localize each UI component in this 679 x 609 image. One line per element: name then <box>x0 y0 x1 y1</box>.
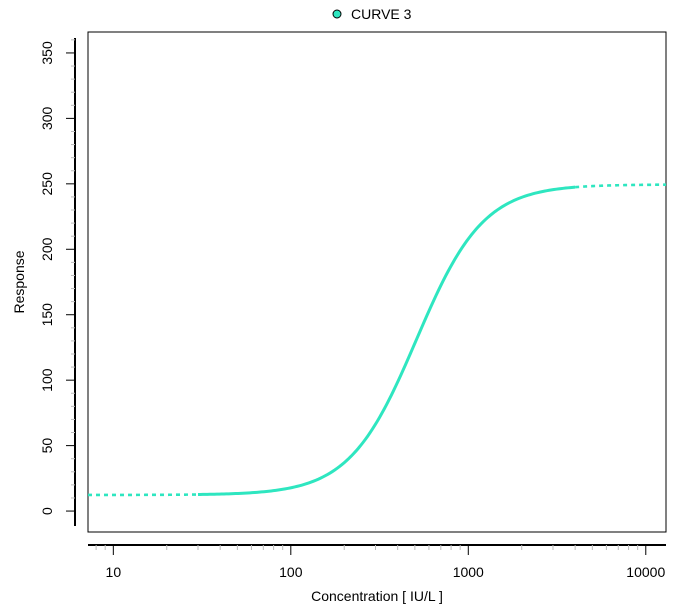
x-tick-label: 1000 <box>453 564 484 580</box>
y-axis-ticks: 0 50 100 150 200 250 300 350 <box>39 39 75 515</box>
x-tick-label: 10000 <box>626 564 665 580</box>
legend-marker <box>332 9 342 19</box>
y-tick-label: 50 <box>39 438 55 454</box>
x-tick-label: 10 <box>106 564 122 580</box>
y-axis-title: Response <box>11 250 27 313</box>
series-curve-3 <box>88 183 666 497</box>
legend-label: CURVE 3 <box>351 6 412 22</box>
y-tick-label: 250 <box>39 172 55 196</box>
x-axis-title: Concentration [ IU/L ] <box>311 588 443 604</box>
curve-fitted <box>197 185 576 496</box>
y-tick-label: 200 <box>39 237 55 261</box>
y-tick-label: 300 <box>39 106 55 130</box>
curve-extrapolated-high <box>575 183 666 189</box>
y-tick-label: 100 <box>39 368 55 392</box>
plot-area <box>87 31 667 533</box>
x-tick-label: 100 <box>279 564 303 580</box>
legend: CURVE 3 <box>332 6 412 22</box>
y-tick-label: 150 <box>39 303 55 327</box>
y-tick-label: 350 <box>39 41 55 65</box>
y-tick-label: 0 <box>39 507 55 515</box>
x-axis-ticks: 10 100 1000 10000 <box>95 545 665 580</box>
